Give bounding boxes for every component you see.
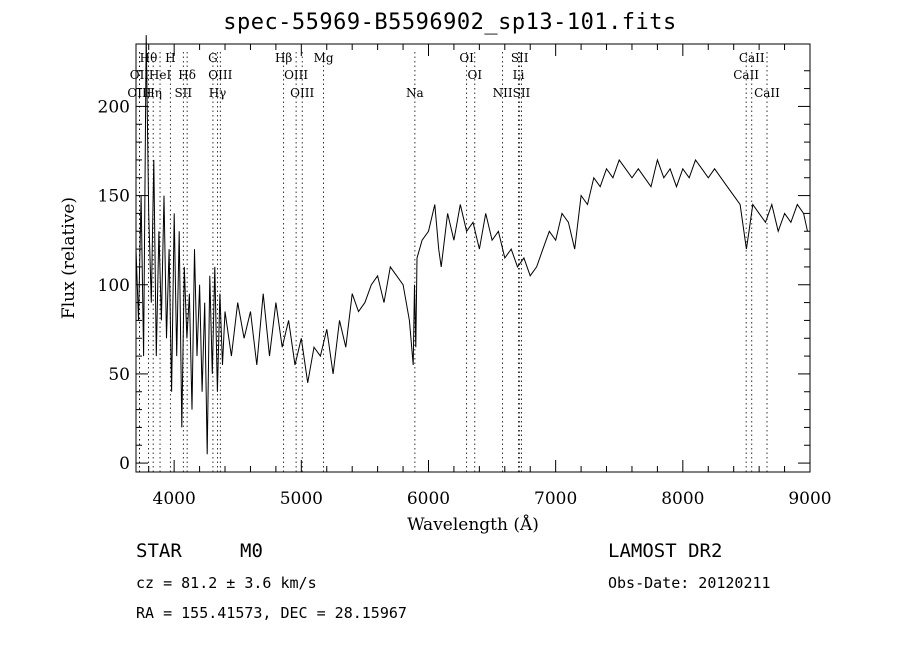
- line-label: G: [208, 51, 218, 65]
- survey-name: LAMOST DR2: [608, 540, 723, 562]
- x-tick-label: 7000: [534, 489, 577, 509]
- line-label: OIII: [208, 68, 232, 82]
- object-type: STAR: [136, 540, 182, 562]
- line-label: Hδ: [178, 68, 196, 82]
- line-label: Li: [513, 68, 525, 82]
- line-label: Na: [406, 86, 424, 100]
- x-tick-label: 4000: [153, 489, 196, 509]
- y-tick-label: 0: [119, 454, 130, 474]
- line-label: Hβ: [275, 51, 292, 65]
- line-label: OIII: [284, 68, 308, 82]
- line-label: Hγ: [209, 86, 227, 100]
- line-label: OI: [467, 68, 482, 82]
- chart-title: spec-55969-B5596902_sp13-101.fits: [223, 10, 677, 35]
- plot-frame: [135, 43, 811, 473]
- line-label: SII: [513, 86, 531, 100]
- x-tick-label: 9000: [788, 489, 831, 509]
- axis-ticks: 4000 5000 6000 7000 8000 9000 0 50 100 150 200: [98, 44, 832, 509]
- line-label: OI: [459, 51, 474, 65]
- line-label: SII: [511, 51, 529, 65]
- line-label: Hη: [144, 86, 162, 100]
- y-tick-label: 150: [98, 187, 130, 207]
- line-label: Mg: [314, 51, 334, 65]
- spectrum-series-line: [135, 35, 808, 455]
- spectral-type: M0: [240, 540, 263, 562]
- sky-coordinates: RA = 155.41573, DEC = 28.15967: [136, 604, 407, 622]
- line-label: CaII: [754, 86, 780, 100]
- x-tick-label: 8000: [661, 489, 704, 509]
- redshift-velocity: cz = 81.2 ± 3.6 km/s: [136, 574, 317, 592]
- line-label: SII: [174, 86, 192, 100]
- line-label: Hθ: [140, 51, 158, 65]
- y-tick-label: 100: [98, 276, 130, 296]
- line-label: CaII: [733, 68, 759, 82]
- line-label: OII: [130, 68, 150, 82]
- line-label: CaII: [739, 51, 765, 65]
- x-tick-label: 6000: [407, 489, 450, 509]
- spectral-line-labels: HθOIIOIIIHHeIHηHδSIIGOIIIHγHβOIIIOIIIMgN…: [127, 51, 780, 100]
- x-tick-label: 5000: [280, 489, 323, 509]
- observation-date: Obs-Date: 20120211: [608, 574, 771, 592]
- line-label: OIII: [290, 86, 314, 100]
- line-label: NII: [493, 86, 513, 100]
- line-label: H: [165, 51, 175, 65]
- y-axis-label: Flux (relative): [59, 197, 79, 319]
- x-axis-label: Wavelength (Å): [407, 514, 539, 535]
- spectral-line-markers: [139, 52, 768, 472]
- line-label: HeI: [149, 68, 172, 82]
- y-tick-label: 200: [98, 97, 130, 117]
- y-tick-label: 50: [108, 365, 130, 385]
